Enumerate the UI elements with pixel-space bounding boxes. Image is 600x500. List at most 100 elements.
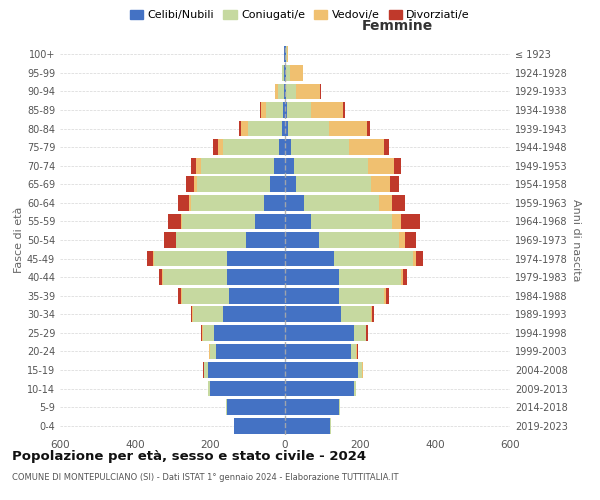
Bar: [208, 362, 285, 378]
Bar: [182, 214, 255, 230]
Bar: [248, 120, 282, 136]
Bar: [285, 46, 286, 62]
Bar: [275, 84, 278, 100]
Bar: [304, 195, 379, 211]
Bar: [343, 102, 345, 118]
Bar: [390, 176, 400, 192]
Bar: [362, 362, 364, 378]
Bar: [233, 418, 235, 434]
Bar: [357, 344, 358, 359]
Bar: [227, 399, 285, 415]
Bar: [394, 158, 401, 174]
Bar: [285, 214, 311, 230]
Bar: [285, 306, 341, 322]
Bar: [334, 250, 413, 266]
Bar: [205, 362, 208, 378]
Bar: [158, 269, 163, 285]
Bar: [311, 102, 343, 118]
Bar: [285, 195, 304, 211]
Bar: [213, 140, 218, 155]
Bar: [284, 46, 285, 62]
Bar: [214, 325, 285, 341]
Bar: [403, 269, 407, 285]
Bar: [285, 250, 334, 266]
Bar: [283, 102, 285, 118]
Bar: [210, 344, 215, 359]
Bar: [270, 176, 285, 192]
Bar: [223, 140, 280, 155]
Bar: [260, 102, 266, 118]
Bar: [154, 250, 227, 266]
Bar: [386, 288, 389, 304]
Bar: [182, 288, 229, 304]
Bar: [285, 288, 340, 304]
Bar: [356, 344, 357, 359]
Legend: Celibi/Nubili, Coniugati/e, Vedovi/e, Divorziati/e: Celibi/Nubili, Coniugati/e, Vedovi/e, Di…: [125, 6, 475, 25]
Bar: [181, 288, 182, 304]
Bar: [286, 46, 287, 62]
Bar: [340, 269, 401, 285]
Bar: [181, 214, 182, 230]
Bar: [355, 380, 356, 396]
Bar: [163, 269, 227, 285]
Bar: [203, 325, 214, 341]
Bar: [200, 158, 274, 174]
Bar: [280, 140, 285, 155]
Bar: [385, 288, 386, 304]
Y-axis label: Fasce di età: Fasce di età: [14, 207, 24, 273]
Bar: [245, 232, 285, 248]
Bar: [285, 418, 330, 434]
Bar: [329, 120, 367, 136]
Bar: [405, 232, 416, 248]
Bar: [283, 65, 284, 81]
Bar: [281, 65, 283, 81]
Bar: [401, 214, 420, 230]
Bar: [285, 176, 296, 192]
Bar: [226, 399, 227, 415]
Bar: [295, 158, 367, 174]
Bar: [286, 65, 290, 81]
Bar: [187, 176, 194, 192]
Bar: [239, 120, 241, 136]
Bar: [319, 232, 400, 248]
Bar: [285, 232, 319, 248]
Bar: [196, 158, 200, 174]
Bar: [194, 176, 197, 192]
Bar: [191, 306, 193, 322]
Bar: [178, 195, 190, 211]
Bar: [371, 306, 372, 322]
Bar: [311, 214, 392, 230]
Bar: [202, 325, 203, 341]
Bar: [227, 269, 285, 285]
Bar: [367, 158, 394, 174]
Bar: [285, 325, 355, 341]
Bar: [349, 140, 385, 155]
Bar: [191, 158, 196, 174]
Bar: [193, 306, 223, 322]
Bar: [340, 288, 385, 304]
Bar: [415, 250, 423, 266]
Bar: [296, 84, 320, 100]
Bar: [215, 344, 285, 359]
Bar: [285, 84, 286, 100]
Bar: [284, 65, 285, 81]
Bar: [285, 269, 340, 285]
Bar: [285, 102, 287, 118]
Bar: [167, 214, 181, 230]
Bar: [341, 306, 371, 322]
Bar: [285, 140, 290, 155]
Bar: [285, 362, 358, 378]
Bar: [285, 380, 355, 396]
Bar: [148, 250, 153, 266]
Bar: [413, 250, 415, 266]
Bar: [153, 250, 154, 266]
Bar: [209, 344, 210, 359]
Bar: [385, 140, 389, 155]
Bar: [285, 399, 340, 415]
Bar: [191, 195, 265, 211]
Bar: [285, 65, 286, 81]
Bar: [218, 140, 223, 155]
Bar: [287, 102, 311, 118]
Bar: [290, 65, 302, 81]
Bar: [176, 232, 245, 248]
